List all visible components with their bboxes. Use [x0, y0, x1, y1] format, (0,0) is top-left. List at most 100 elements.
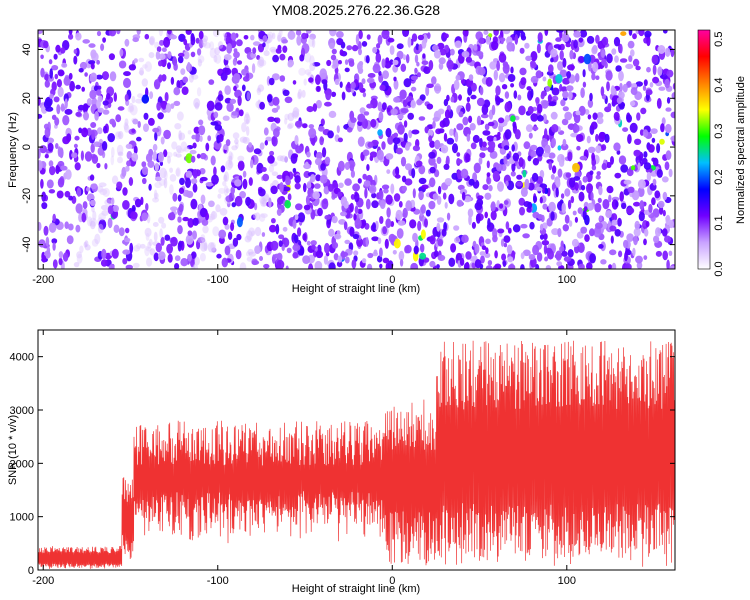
spectrogram-cell: [264, 140, 268, 146]
spectrogram-cell: [536, 252, 543, 262]
spectrogram-cell: [88, 43, 96, 48]
spectrogram-cell: [544, 30, 549, 36]
spectrogram-cell: [287, 30, 296, 40]
spectrogram-cell: [528, 132, 533, 139]
spectrogram-cell: [640, 107, 647, 115]
spectrogram-cell: [202, 225, 209, 234]
spectrogram-cell: [129, 104, 138, 116]
spectrogram-cell: [156, 46, 162, 53]
spectrogram-cell: [363, 180, 371, 187]
spectrogram-cell: [474, 243, 480, 254]
spectrogram-cell: [390, 108, 398, 116]
spectrogram-cell: [366, 34, 371, 40]
spectrogram-cell: [303, 182, 307, 193]
spectrogram-cell: [362, 149, 370, 156]
spectrogram-cell: [272, 32, 276, 40]
spectrogram-cell: [350, 194, 355, 200]
spectrogram-cell: [333, 253, 339, 261]
spectrogram-cell: [242, 170, 247, 178]
spectrogram-cell: [518, 197, 526, 206]
y-tick-label: 3000: [10, 405, 34, 417]
spectrogram-cell: [143, 123, 149, 132]
spectrogram-cell: [297, 88, 303, 99]
spectrogram-cell: [492, 234, 498, 243]
spectrogram-cell: [476, 97, 485, 107]
spectrogram-cell: [653, 235, 660, 244]
spectrogram-cell: [301, 32, 308, 40]
spectrogram-cell: [187, 230, 193, 236]
snr-series: [38, 340, 675, 569]
spectrogram-cell: [529, 221, 535, 230]
spectrogram-cell: [530, 113, 538, 122]
spectrogram-cell: [222, 115, 230, 121]
spectrogram-cell: [212, 226, 220, 237]
spectrogram-cell: [256, 162, 264, 174]
spectrogram-cell: [53, 53, 58, 60]
spectrogram-cell: [619, 82, 623, 93]
spectrogram-cell: [144, 245, 150, 257]
spectrogram-cell: [96, 59, 100, 65]
spectrogram-cell: [303, 204, 311, 211]
spectrogram-cell: [38, 148, 41, 159]
spectrogram-cell: [153, 231, 158, 242]
spectrogram-cell: [595, 133, 599, 142]
spectrogram-cell: [614, 55, 619, 63]
spectrogram-cell: [542, 76, 547, 82]
spectrogram-cell: [611, 213, 618, 222]
spectrogram-cell: [158, 74, 163, 83]
spectrogram-cell: [426, 83, 434, 89]
spectrogram-cell: [357, 136, 365, 147]
spectrogram-cell: [520, 77, 527, 86]
spectrogram-cell: [620, 164, 629, 173]
spectrogram-cell: [379, 247, 383, 258]
spectrogram-cell: [260, 59, 267, 67]
spectrogram-cell: [153, 189, 158, 200]
spectrogram-cell: [565, 172, 572, 178]
snr-x-axis-label: Height of straight line (km): [292, 583, 420, 595]
spectrogram-cell: [285, 265, 289, 269]
colorbar-tick-label: 0.4: [713, 78, 725, 93]
spectrogram-cell: [191, 134, 196, 140]
spectrogram-cell: [643, 151, 648, 158]
spectrogram-cell: [420, 243, 425, 253]
spectrogram-cell: [542, 152, 550, 158]
spectrogram-cell: [670, 111, 675, 119]
spectrogram-cell: [338, 219, 346, 225]
spectrogram-cell: [197, 237, 206, 244]
spectrogram-cell: [337, 191, 343, 197]
spectrogram-cell: [368, 184, 377, 194]
spectrogram-cell: [530, 75, 539, 84]
spectrogram-cell: [595, 145, 602, 154]
spectrogram-cell: [199, 152, 207, 160]
spectrogram-cell: [437, 108, 445, 115]
spectrogram-cell: [660, 74, 668, 80]
spectrogram-cell: [576, 134, 584, 142]
spectrogram-cell: [659, 205, 664, 215]
spectrogram-cell: [211, 247, 217, 253]
spectrogram-cell: [610, 156, 614, 165]
spectrogram-cell: [167, 30, 172, 35]
spectrogram-cell: [668, 250, 673, 256]
spectrogram-cell: [319, 174, 328, 184]
spectrogram-cell: [208, 200, 215, 208]
spectrogram-cell: [384, 238, 389, 249]
spectrogram-cell: [510, 171, 516, 177]
spectrogram-cell: [154, 162, 159, 172]
spectrogram-cell: [294, 175, 301, 184]
spectrogram-cell: [250, 52, 257, 59]
spectrogram-cell: [450, 48, 455, 56]
spectrogram-cell: [504, 91, 510, 99]
spectrogram-cell: [517, 94, 522, 101]
spectrogram-cell: [493, 30, 499, 36]
spectrogram-cell: [536, 43, 541, 54]
spectrogram-cell: [270, 185, 278, 195]
spectrogram-cell: [213, 54, 218, 63]
spectrogram-cell: [542, 113, 547, 123]
spectrogram-cell: [573, 39, 578, 49]
spectrogram-cell: [63, 76, 71, 86]
spectrogram-cell: [357, 67, 364, 74]
spectrogram-cell: [404, 244, 412, 254]
spectrogram-cell: [629, 100, 636, 107]
spectrogram-cell: [178, 33, 186, 43]
spectrogram-cell: [198, 38, 204, 49]
